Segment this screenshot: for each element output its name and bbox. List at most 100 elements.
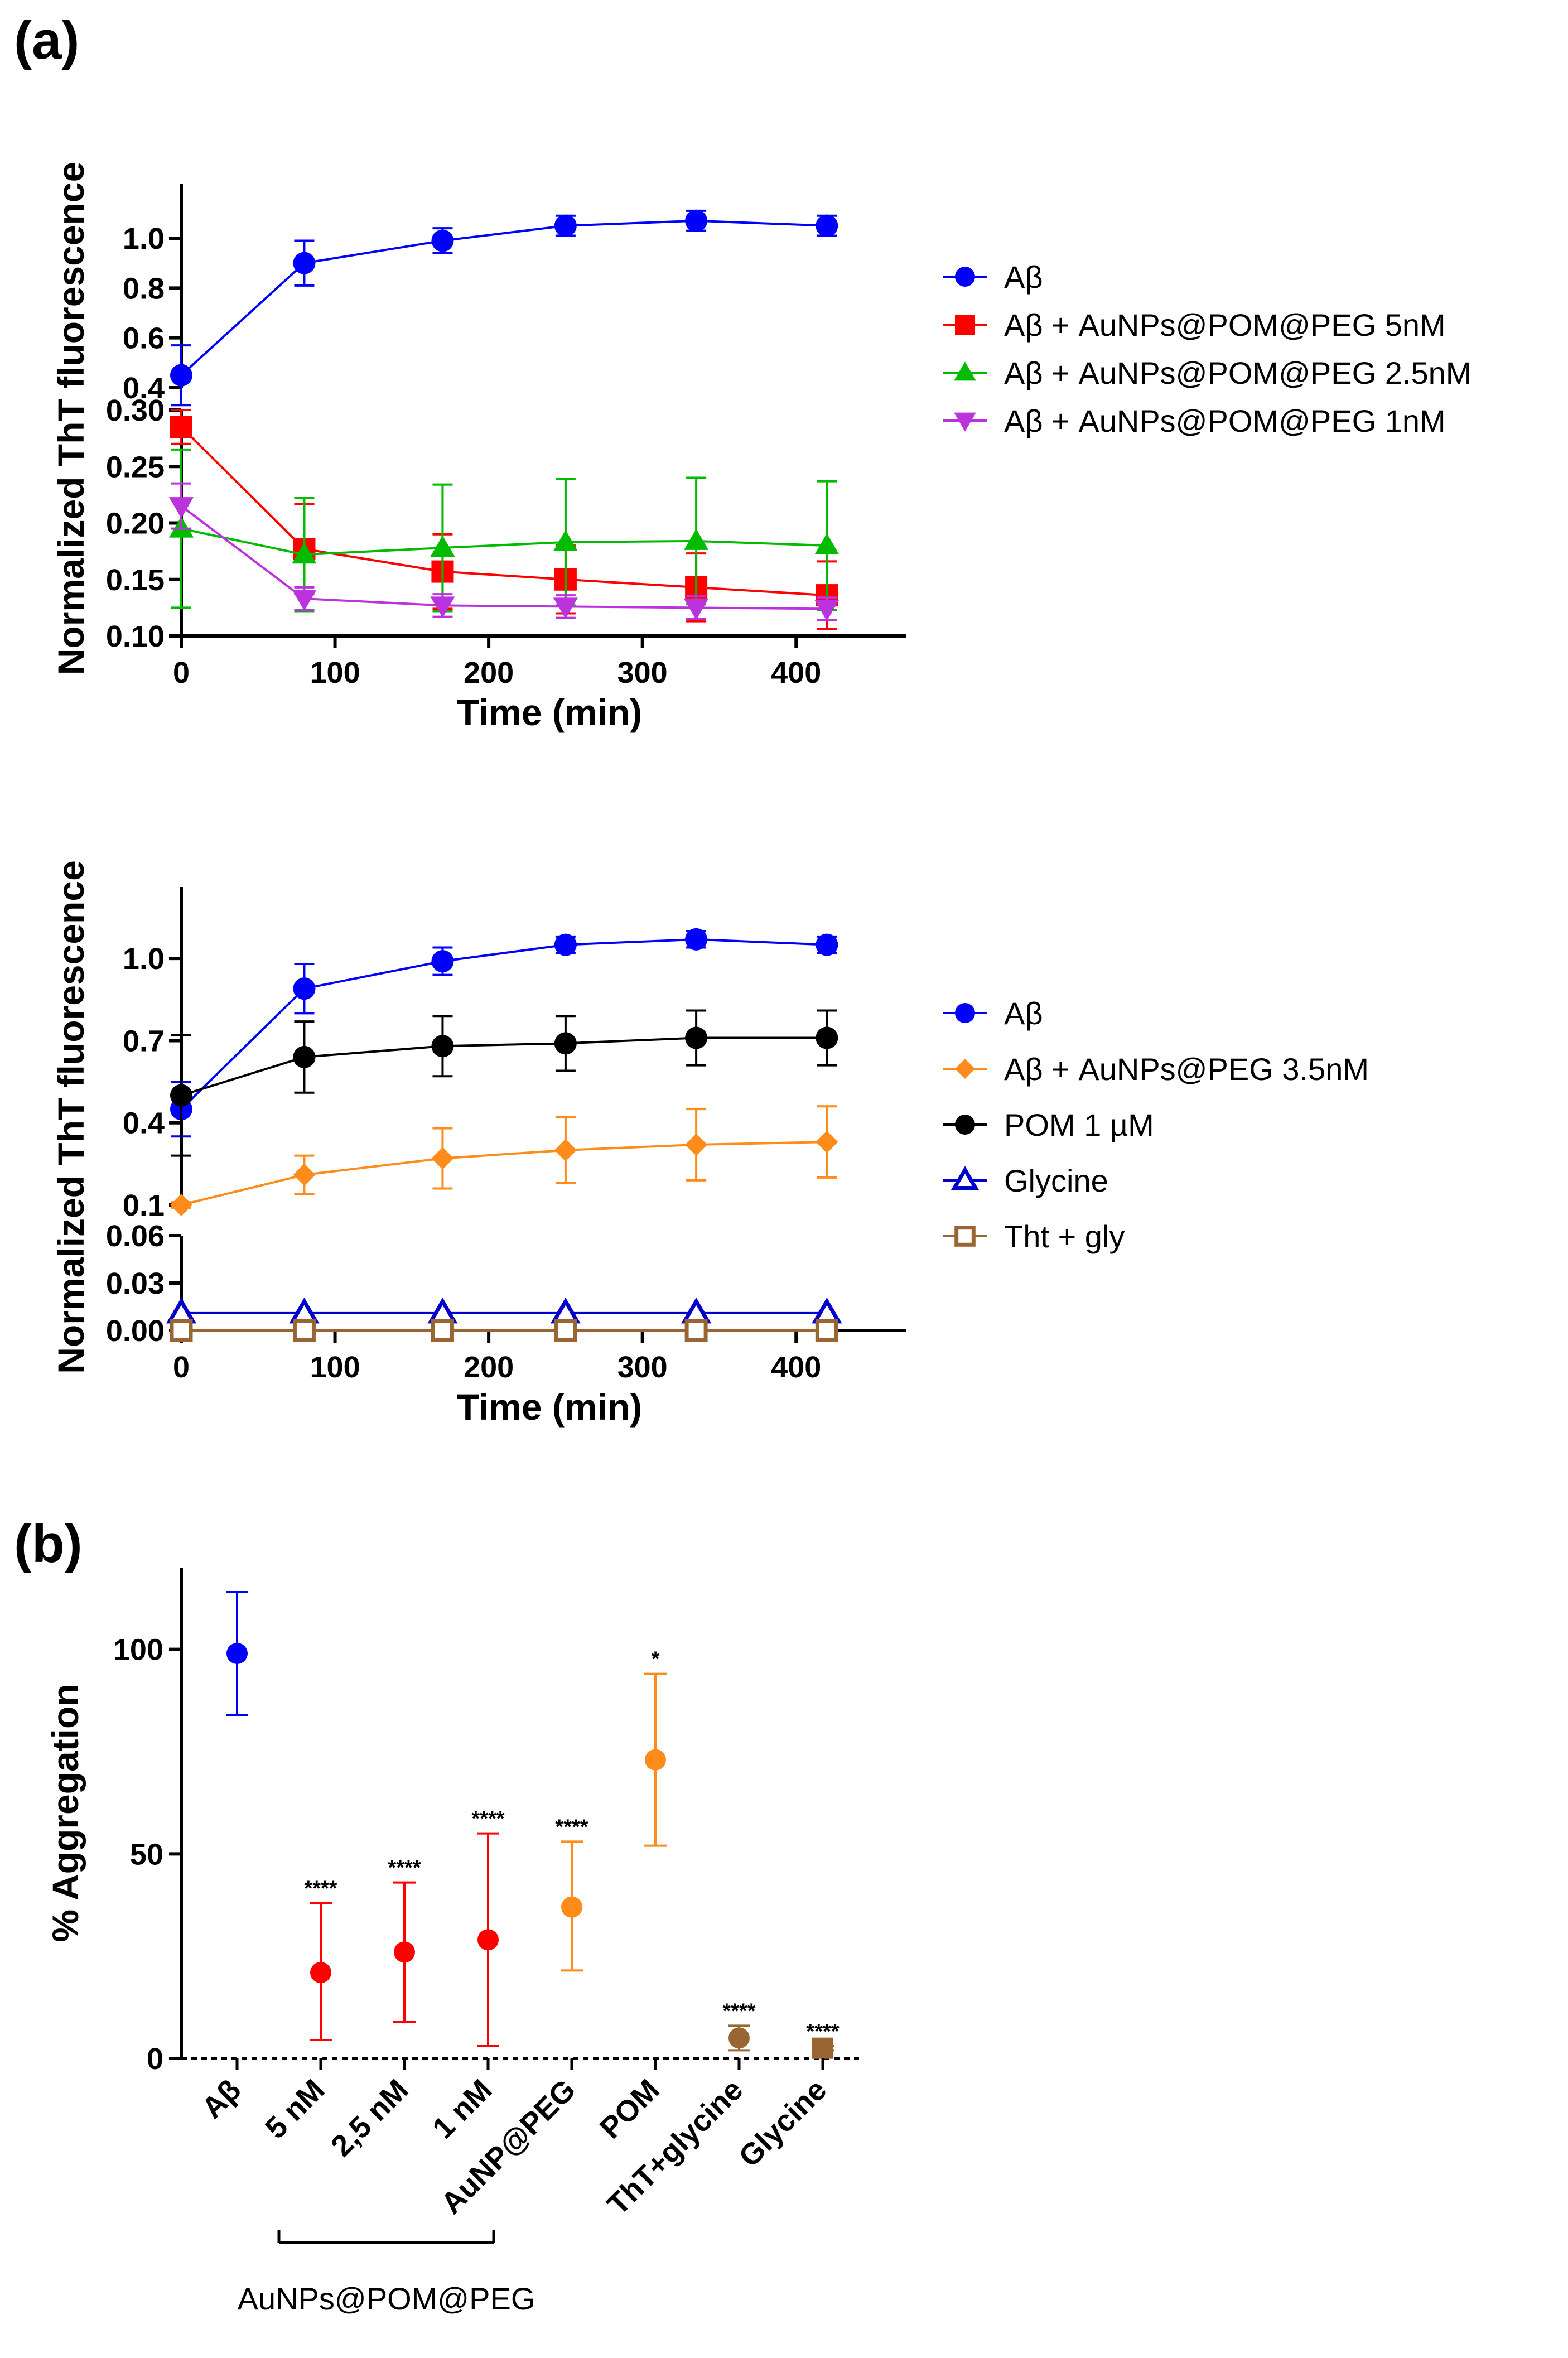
data-point [293,1045,316,1068]
x-tick-label: 100 [310,1351,360,1384]
data-point [645,1749,666,1771]
legend-label: Aβ + AuNPs@PEG 3.5nM [1004,1052,1369,1087]
series-2 [170,1009,838,1157]
data-point [812,1297,842,1324]
data-point [289,1297,320,1324]
y-tick-label: 0.15 [106,563,165,597]
y-tick-label: 0.4 [123,1107,165,1140]
legend-marker [954,1226,976,1247]
legend-marker [954,412,976,432]
legend-marker [955,315,975,335]
data-point [170,1084,192,1107]
data-point [169,497,194,519]
category-label: 1 nM [426,2073,498,2145]
series-3 [169,482,840,621]
data-point [550,1297,581,1324]
y-tick-label: 0.03 [106,1267,165,1300]
y-tick-label: 50 [130,1838,163,1871]
significance-label: **** [304,1877,337,1900]
data-point [816,933,838,956]
data-point [293,1164,316,1186]
data-point [170,1194,192,1216]
data-point [814,600,840,621]
data-point [431,1319,454,1342]
data-point [292,590,317,611]
series-0 [170,928,838,1138]
data-point [226,1643,248,1664]
x-tick-label: 400 [771,656,821,689]
series-0 [170,209,838,407]
significance-label: **** [806,2020,839,2043]
chart-a1-thioflavin-timecourse: 0.4 0.6 0.8 1.0 0.10 0.15 0.20 0.25 0.30 0 100 200 3… [50,162,1471,733]
y-tick-label: 0.25 [106,450,165,484]
data-point [816,214,838,237]
panel-label-a: (a) [14,11,79,70]
data-point [554,214,577,237]
significance-label: * [652,1648,660,1671]
legend-label: Glycine [1004,1163,1108,1198]
y-tick-label: 0.1 [123,1189,165,1222]
data-point [553,597,578,619]
legend-label: Aβ + AuNPs@POM@PEG 5nM [1004,307,1446,343]
data-point [816,1131,838,1154]
series-line [181,527,827,556]
legend-label: Tht + gly [1004,1219,1125,1254]
legend-marker [954,361,976,381]
data-point [292,542,317,564]
data-point [685,1134,708,1156]
x-axis-title: Time (min) [457,1386,642,1428]
data-point [684,1319,708,1342]
data-point [684,528,709,550]
x-tick-label: 200 [464,656,514,689]
y-tick-label: 1.0 [123,222,165,255]
legend-marker [955,1115,975,1135]
series-line [181,1141,827,1206]
x-tick-label: 300 [617,1351,668,1384]
data-point [431,1035,454,1058]
data-point [170,1319,193,1342]
legend-marker [955,267,975,287]
chart-b-percent-aggregation: 0 50 100 % Aggregation Aβ **** 5 nM **** 2,5 nM *… [45,1568,859,2316]
y-axis-title: % Aggregation [45,1684,86,1942]
y-axis-title: Normalized ThT fluorescence [50,162,91,676]
data-point [554,1319,577,1342]
data-point [431,229,454,252]
x-tick-label: 200 [464,1351,514,1384]
data-point [812,2037,833,2059]
data-point [170,416,192,438]
data-point [477,1929,499,1951]
category-label: 5 nM [259,2073,331,2145]
x-tick-label: 0 [173,1351,190,1384]
significance-label: **** [388,1856,421,1880]
y-axis-title: Normalized ThT fluorescence [50,860,91,1374]
data-point [815,1319,838,1342]
chart-a2-thioflavin-timecourse-controls: 0.1 0.4 0.7 1.0 0.00 0.03 0.06 0 100 200 300 400 Tim… [50,860,1369,1428]
series-line [180,505,827,610]
data-point [554,1139,577,1161]
data-point [394,1941,415,1963]
x-axis-title: Time (min) [457,692,642,733]
data-point [553,529,578,551]
y-tick-label: 0.6 [123,322,165,355]
data-point [293,977,316,1000]
y-tick-label: 0.10 [106,620,165,653]
category-label: Aβ [195,2073,247,2125]
data-point [561,1896,582,1918]
data-point [728,2027,750,2049]
data-point [430,536,455,557]
y-tick-label: 100 [113,1633,163,1667]
series-line [180,938,827,1110]
data-point [310,1962,331,1983]
x-tick-label: 0 [173,656,190,689]
legend-marker [955,1003,975,1023]
series-1 [170,1105,838,1216]
y-tick-label: 0 [147,2042,163,2076]
x-tick-label: 100 [310,656,360,689]
y-tick-label: 0.20 [106,507,165,541]
y-tick-label: 0.06 [106,1219,165,1253]
data-point [430,596,455,618]
data-point [554,1032,577,1055]
significance-label: **** [471,1807,504,1831]
y-tick-label: 0.00 [106,1314,165,1348]
